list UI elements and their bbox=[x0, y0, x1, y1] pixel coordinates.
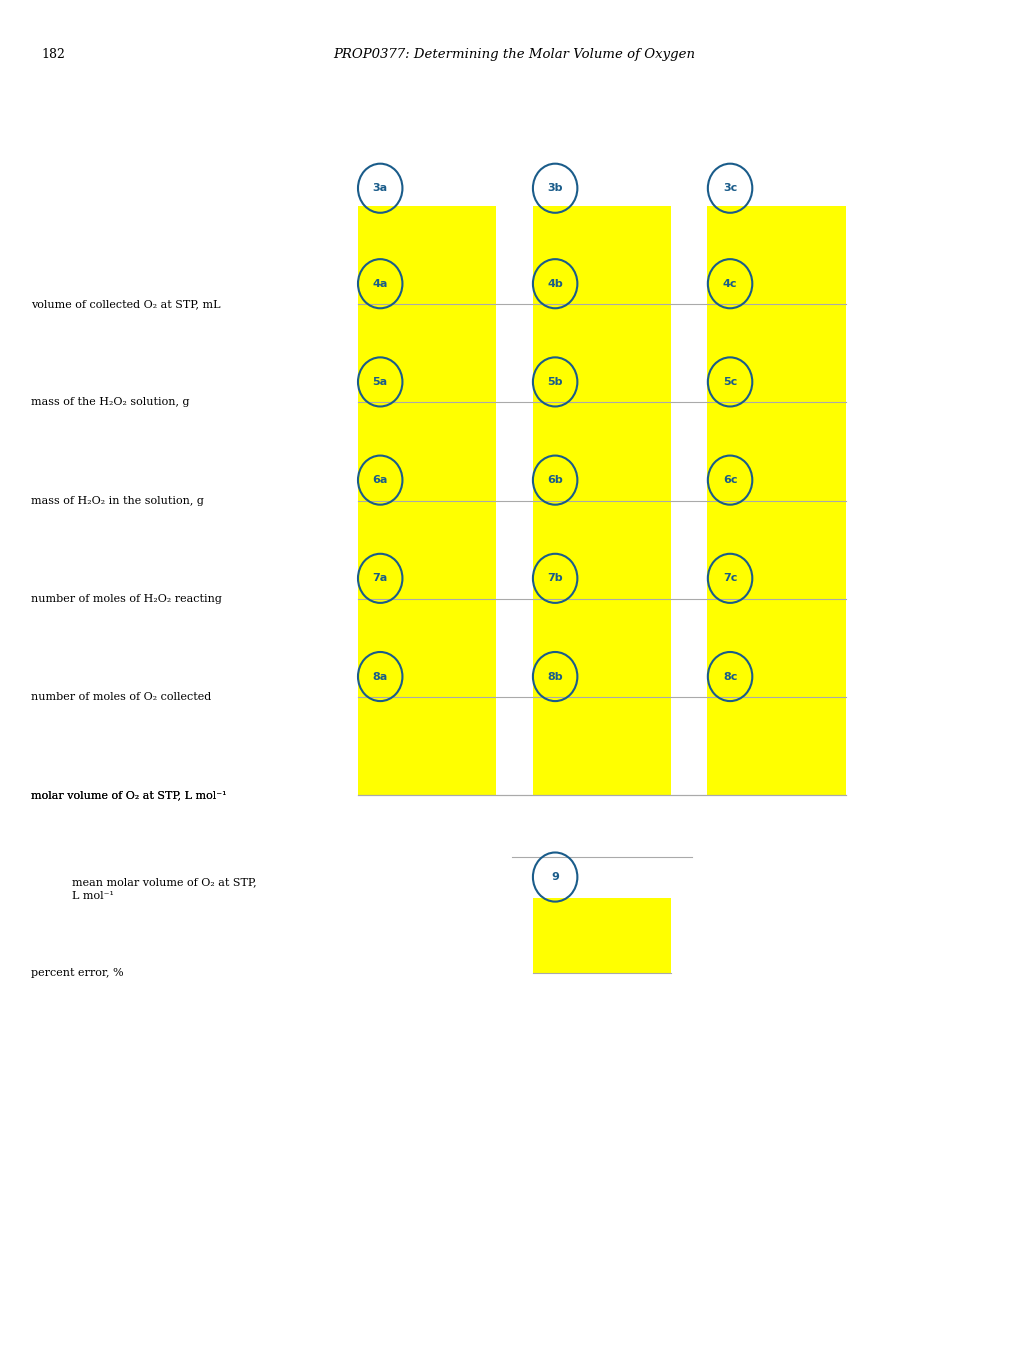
Text: 4c: 4c bbox=[722, 278, 738, 289]
Text: 7a: 7a bbox=[372, 573, 388, 584]
Bar bbox=[708, 599, 846, 697]
Bar bbox=[533, 599, 671, 697]
Text: volume of collected O₂ at STP, mL: volume of collected O₂ at STP, mL bbox=[31, 299, 220, 310]
Bar bbox=[358, 206, 496, 304]
Text: 8a: 8a bbox=[372, 671, 388, 682]
Text: PROP0377: Determining the Molar Volume of Oxygen: PROP0377: Determining the Molar Volume o… bbox=[333, 48, 696, 61]
Text: 6a: 6a bbox=[372, 475, 388, 486]
Bar bbox=[533, 501, 671, 599]
Bar bbox=[358, 599, 496, 697]
Bar bbox=[708, 304, 846, 402]
Text: percent error, %: percent error, % bbox=[31, 967, 123, 978]
Bar bbox=[708, 206, 846, 304]
Text: number of moles of H₂O₂ reacting: number of moles of H₂O₂ reacting bbox=[31, 593, 221, 604]
Text: 3a: 3a bbox=[372, 183, 388, 194]
Text: number of moles of O₂ collected: number of moles of O₂ collected bbox=[31, 692, 211, 702]
Bar bbox=[358, 304, 496, 402]
Text: 182: 182 bbox=[41, 48, 65, 61]
Bar bbox=[533, 206, 671, 304]
Text: 8c: 8c bbox=[723, 671, 737, 682]
Text: 3b: 3b bbox=[547, 183, 563, 194]
Text: 8b: 8b bbox=[547, 671, 563, 682]
Text: mass of the H₂O₂ solution, g: mass of the H₂O₂ solution, g bbox=[31, 397, 189, 408]
Text: 6b: 6b bbox=[547, 475, 563, 486]
Text: mass of H₂O₂ in the solution, g: mass of H₂O₂ in the solution, g bbox=[31, 495, 204, 506]
Text: 5a: 5a bbox=[372, 376, 388, 387]
Text: molar volume of O₂ at STP, L mol⁻¹: molar volume of O₂ at STP, L mol⁻¹ bbox=[31, 790, 226, 801]
Bar bbox=[533, 402, 671, 501]
Text: molar volume of O₂ at STP, L mol⁻¹: molar volume of O₂ at STP, L mol⁻¹ bbox=[31, 790, 226, 801]
Bar bbox=[358, 697, 496, 795]
Bar bbox=[358, 501, 496, 599]
Text: 7b: 7b bbox=[547, 573, 563, 584]
Text: 4b: 4b bbox=[547, 278, 563, 289]
Text: 7c: 7c bbox=[723, 573, 737, 584]
Text: 5b: 5b bbox=[547, 376, 563, 387]
Bar bbox=[533, 898, 671, 973]
Bar bbox=[533, 304, 671, 402]
Text: mean molar volume of O₂ at STP,
L mol⁻¹: mean molar volume of O₂ at STP, L mol⁻¹ bbox=[72, 877, 256, 902]
Text: 3c: 3c bbox=[723, 183, 737, 194]
Text: 6c: 6c bbox=[722, 475, 738, 486]
Text: 4a: 4a bbox=[372, 278, 388, 289]
Text: 9: 9 bbox=[552, 872, 559, 883]
Bar bbox=[708, 697, 846, 795]
Bar bbox=[708, 501, 846, 599]
Text: 5c: 5c bbox=[723, 376, 737, 387]
Bar bbox=[533, 697, 671, 795]
Bar bbox=[358, 402, 496, 501]
Bar bbox=[708, 402, 846, 501]
